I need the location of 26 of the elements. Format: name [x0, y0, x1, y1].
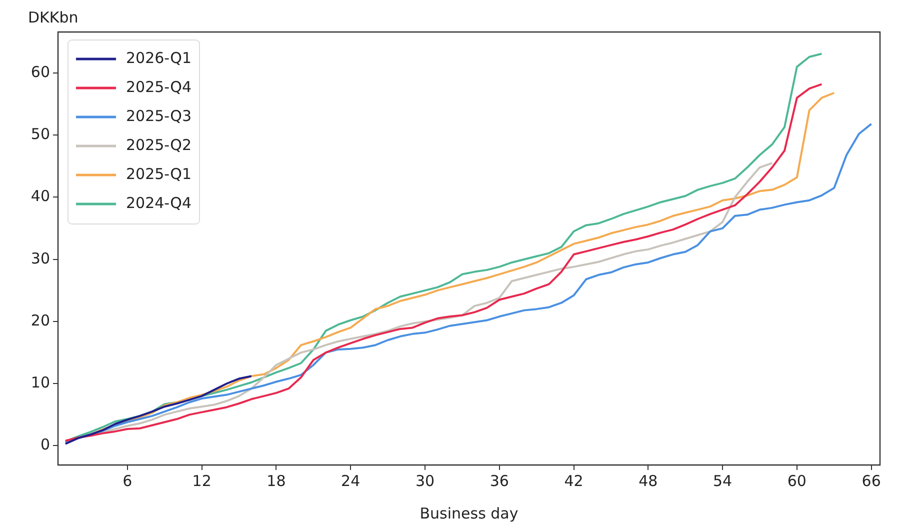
- x-tick-label: 36: [490, 472, 509, 490]
- x-tick-label: 6: [122, 472, 132, 490]
- y-tick-label: 10: [30, 374, 50, 392]
- x-tick-label: 30: [415, 472, 435, 490]
- y-tick-label: 40: [30, 187, 50, 206]
- legend-label: 2024-Q4: [126, 194, 192, 212]
- x-axis-title: Business day: [420, 504, 518, 522]
- y-tick-label: 50: [30, 125, 50, 144]
- legend-label: 2025-Q3: [126, 106, 192, 125]
- legend-label: 2025-Q1: [126, 164, 192, 183]
- y-tick-label: 0: [40, 436, 50, 454]
- y-axis-title: DKKbn: [28, 8, 78, 26]
- y-tick-label: 20: [30, 311, 50, 330]
- x-tick-label: 24: [341, 472, 360, 490]
- legend-label: 2025-Q2: [126, 136, 192, 154]
- x-tick-label: 42: [564, 472, 584, 490]
- x-tick-label: 66: [862, 472, 881, 490]
- x-tick-label: 54: [712, 472, 732, 490]
- legend-label: 2026-Q1: [126, 48, 192, 67]
- x-tick-label: 12: [192, 472, 212, 490]
- legend-label: 2025-Q4: [126, 78, 192, 96]
- x-tick-label: 60: [787, 472, 806, 490]
- y-tick-label: 60: [30, 62, 50, 81]
- x-tick-label: 18: [266, 472, 286, 490]
- y-tick-label: 30: [30, 249, 50, 268]
- x-tick-label: 48: [638, 472, 658, 490]
